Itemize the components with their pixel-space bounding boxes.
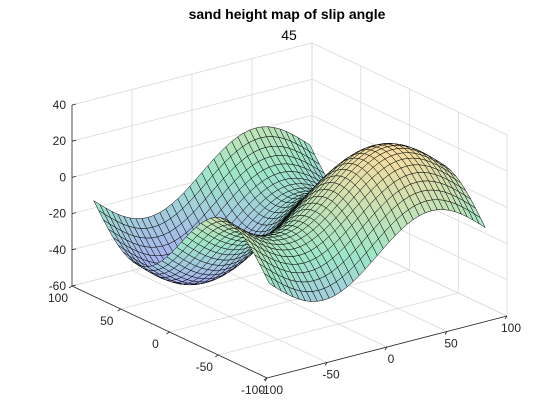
z-tick-label: 20	[53, 134, 67, 148]
y-tick-label: -100	[241, 383, 265, 397]
grid-line	[71, 78, 313, 142]
z-tick-mark	[71, 284, 77, 287]
surface-mesh	[93, 126, 486, 302]
grid-line	[218, 292, 459, 356]
z-tick-label: -20	[49, 207, 67, 221]
grid-line	[311, 42, 508, 136]
z-tick-mark	[71, 103, 77, 106]
surface-patch	[264, 273, 276, 288]
x-tick-label: -50	[322, 368, 340, 382]
chart-title: sand height map of slip angle	[189, 6, 386, 22]
chart-subtitle: 45	[281, 27, 297, 43]
x-tick-label: -100	[259, 383, 283, 397]
x-tick-label: 100	[501, 321, 521, 335]
z-tick-label: 40	[53, 98, 67, 112]
y-tick-mark	[166, 331, 170, 335]
y-tick-mark	[215, 354, 219, 358]
x-tick-mark	[444, 331, 448, 335]
z-tick-mark	[71, 176, 77, 178]
y-tick-mark	[68, 285, 73, 289]
z-tick-label: -40	[49, 243, 67, 257]
y-tick-mark	[117, 308, 121, 312]
z-tick-label: -60	[49, 279, 67, 293]
grid-line	[71, 42, 313, 106]
grid-line	[311, 78, 508, 172]
grid-line	[71, 115, 313, 178]
y-tick-label: -50	[196, 360, 214, 374]
z-tick-mark	[71, 212, 77, 214]
x-tick-label: 0	[388, 352, 395, 366]
x-tick-mark	[384, 346, 388, 351]
x-tick-mark	[324, 362, 328, 366]
z-tick-mark	[71, 139, 77, 142]
grid-line	[169, 269, 410, 333]
y-tick-mark	[263, 377, 268, 381]
y-tick-label: 50	[100, 314, 114, 328]
x-tick-mark	[504, 315, 508, 320]
x-tick-label: 50	[444, 337, 458, 351]
y-tick-label: 100	[48, 291, 68, 305]
z-tick-label: 0	[59, 170, 66, 184]
z-tick-mark	[71, 248, 77, 251]
y-tick-label: 0	[152, 337, 159, 351]
